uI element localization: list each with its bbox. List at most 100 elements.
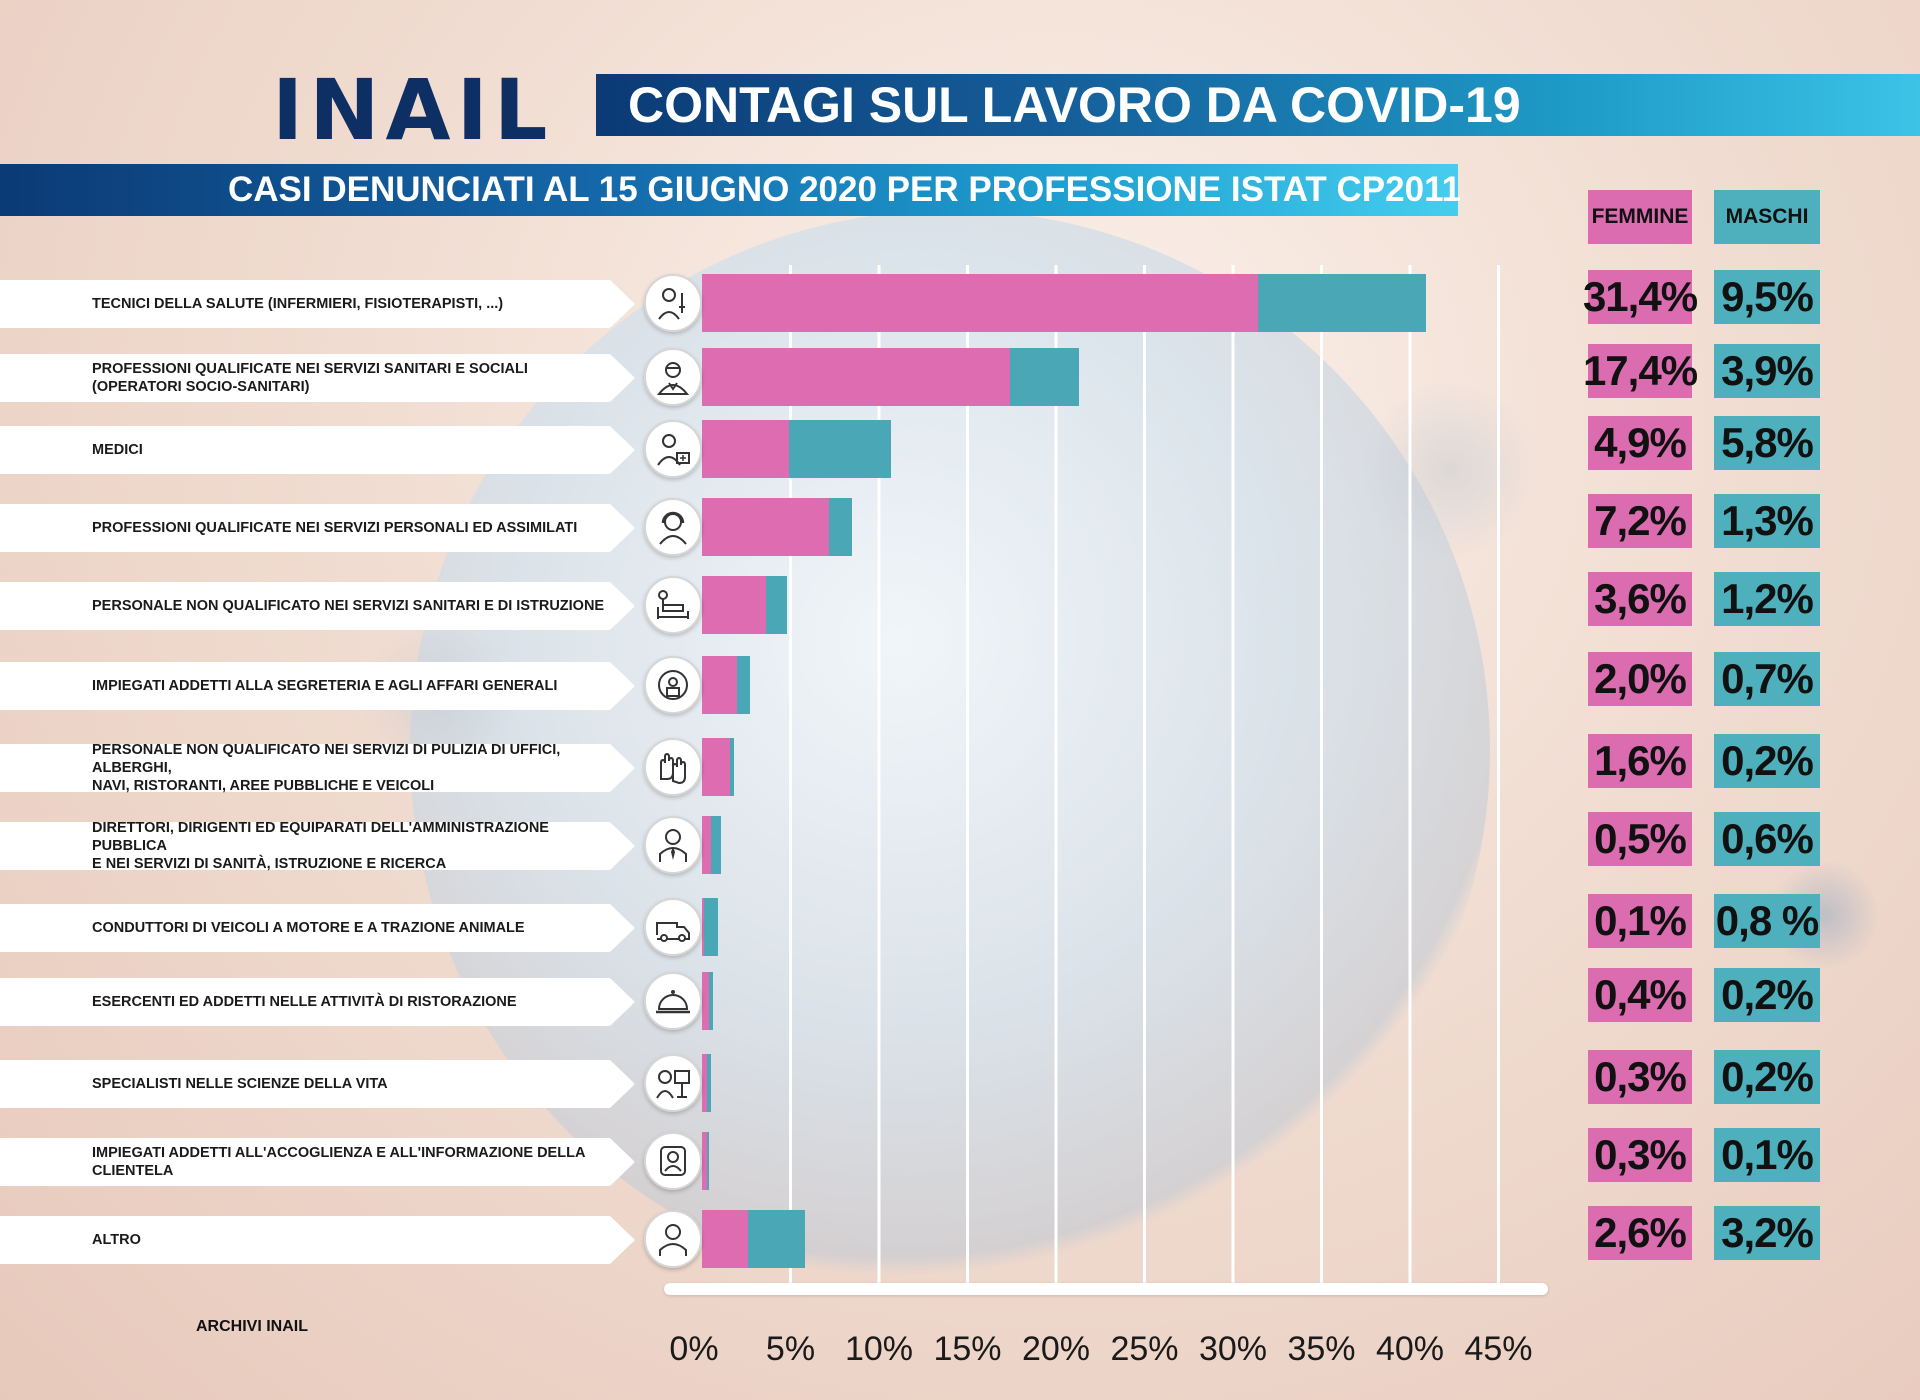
value-female: 0,3%: [1588, 1128, 1692, 1182]
bar-female: [702, 348, 1010, 406]
value-male: 0,7%: [1714, 652, 1820, 706]
x-tick-label: 40%: [1375, 1330, 1445, 1368]
category-label-box: [0, 1138, 635, 1186]
x-tick-label: 0%: [669, 1330, 719, 1368]
category-label: CONDUTTORI DI VEICOLI A MOTORE E A TRAZI…: [92, 919, 525, 936]
bar-male: [703, 898, 718, 956]
category-label-box: [0, 280, 635, 328]
bar-male: [1009, 348, 1079, 406]
chart-row: SPECIALISTI NELLE SCIENZE DELLA VITA 0,3%…: [0, 1050, 1920, 1112]
category-label: DIRETTORI, DIRIGENTI ED EQUIPARATI DELL'…: [92, 819, 549, 873]
page-title: CONTAGI SUL LAVORO DA COVID-19: [628, 77, 1521, 133]
category-label: MEDICI: [92, 441, 143, 458]
value-female: 2,0%: [1588, 652, 1692, 706]
x-tick-label: 15%: [933, 1330, 1002, 1368]
value-male: 3,9%: [1714, 344, 1820, 398]
value-female: 17,4%: [1583, 344, 1698, 398]
bar-female: [702, 1210, 749, 1268]
value-female: 3,6%: [1588, 572, 1692, 626]
chart-row: MEDICI 4,9% 5,8%: [0, 416, 1920, 478]
category-label-box: [0, 744, 635, 792]
x-tick-label: 35%: [1287, 1330, 1356, 1368]
bar-male: [737, 656, 750, 714]
column-header-male: MASCHI: [1714, 190, 1820, 244]
chart-row: CONDUTTORI DI VEICOLI A MOTORE E A TRAZI…: [0, 894, 1920, 956]
x-tick-label: 30%: [1198, 1330, 1268, 1368]
category-label-box: [0, 504, 635, 552]
category-label: ESERCENTI ED ADDETTI NELLE ATTIVITÀ DI R…: [92, 993, 517, 1010]
bar-female: [702, 498, 830, 556]
bar-female: [702, 656, 738, 714]
person-icon: [644, 1210, 702, 1268]
bar-male: [765, 576, 787, 634]
clerk-icon: [644, 656, 702, 714]
category-label: PROFESSIONI QUALIFICATE NEI SERVIZI SANI…: [92, 360, 528, 395]
bar-female: [702, 420, 789, 478]
chart-row: PERSONALE NON QUALIFICATO NEI SERVIZI SA…: [0, 572, 1920, 634]
category-label: SPECIALISTI NELLE SCIENZE DELLA VITA: [92, 1075, 388, 1092]
value-male: 0,8 %: [1714, 894, 1820, 948]
subtitle-bar: [0, 164, 1458, 216]
category-label-box: [0, 904, 635, 952]
page-subtitle: CASI DENUNCIATI AL 15 GIUGNO 2020 PER PR…: [228, 170, 1462, 209]
value-male: 3,2%: [1714, 1206, 1820, 1260]
x-axis: [664, 1283, 1548, 1295]
value-female: 0,4%: [1588, 968, 1692, 1022]
hospital-bed-icon: [644, 576, 702, 634]
category-label: PROFESSIONI QUALIFICATE NEI SERVIZI PERS…: [92, 519, 578, 536]
headset-operator-icon: [644, 498, 702, 556]
value-male: 9,5%: [1714, 270, 1820, 324]
value-female: 0,3%: [1588, 1050, 1692, 1104]
bar-female: [702, 1054, 708, 1112]
value-female: 2,6%: [1588, 1206, 1692, 1260]
bar-female: [702, 972, 710, 1030]
healthcare-worker-icon: [644, 348, 702, 406]
value-female: 31,4%: [1583, 270, 1698, 324]
chart-row: DIRETTORI, DIRIGENTI ED EQUIPARATI DELL'…: [0, 812, 1920, 874]
value-female: 1,6%: [1588, 734, 1692, 788]
scientist-icon: [644, 1054, 702, 1112]
chart-row: PROFESSIONI QUALIFICATE NEI SERVIZI PERS…: [0, 494, 1920, 556]
cloche-icon: [644, 972, 702, 1030]
bar-male: [829, 498, 853, 556]
category-label: ALTRO: [92, 1231, 141, 1248]
bar-male: [709, 972, 713, 1030]
value-male: 0,2%: [1714, 1050, 1820, 1104]
chart-row: ESERCENTI ED ADDETTI NELLE ATTIVITÀ DI R…: [0, 968, 1920, 1030]
category-label-box: [0, 1216, 635, 1264]
value-male: 1,2%: [1714, 572, 1820, 626]
category-label-box: [0, 426, 635, 474]
value-male: 0,1%: [1714, 1128, 1820, 1182]
bar-female: [702, 898, 704, 956]
chart-row: IMPIEGATI ADDETTI ALL'ACCOGLIENZA E ALL'…: [0, 1128, 1920, 1190]
x-tick-label: 25%: [1110, 1330, 1179, 1368]
bar-male: [1257, 274, 1426, 332]
value-male: 1,3%: [1714, 494, 1820, 548]
bar-male: [730, 738, 734, 796]
category-label-box: [0, 354, 635, 402]
category-label-box: [0, 822, 635, 870]
category-label: IMPIEGATI ADDETTI ALL'ACCOGLIENZA E ALL'…: [92, 1144, 585, 1179]
bar-male: [788, 420, 892, 478]
bar-female: [702, 738, 731, 796]
doctor-icon: [644, 420, 702, 478]
value-male: 5,8%: [1714, 416, 1820, 470]
bar-female: [702, 1132, 708, 1190]
bar-male: [707, 1132, 710, 1190]
x-tick-label: 10%: [844, 1330, 914, 1368]
nurse-icon: [644, 274, 702, 332]
value-male: 0,2%: [1714, 734, 1820, 788]
chart-row: IMPIEGATI ADDETTI ALLA SEGRETERIA E AGLI…: [0, 652, 1920, 714]
category-label-box: [0, 978, 635, 1026]
category-label-box: [0, 1060, 635, 1108]
value-female: 0,5%: [1588, 812, 1692, 866]
category-label: TECNICI DELLA SALUTE (INFERMIERI, FISIOT…: [92, 295, 504, 312]
x-tick-label: 5%: [765, 1330, 816, 1368]
value-female: 4,9%: [1588, 416, 1692, 470]
title-bar: [596, 74, 1920, 136]
source-note: ARCHIVI INAIL: [196, 1318, 308, 1335]
x-tick-label: 45%: [1464, 1330, 1533, 1368]
value-female: 7,2%: [1588, 494, 1692, 548]
chart-row: PROFESSIONI QUALIFICATE NEI SERVIZI SANI…: [0, 344, 1920, 406]
category-label: PERSONALE NON QUALIFICATO NEI SERVIZI SA…: [92, 597, 605, 614]
